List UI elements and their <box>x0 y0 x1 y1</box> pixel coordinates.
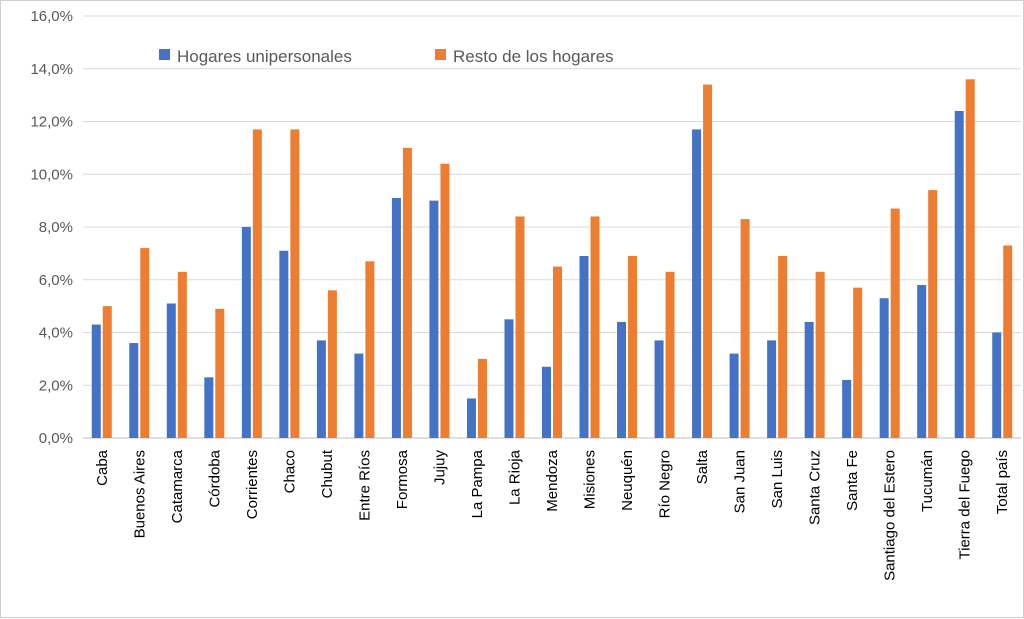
x-category-label: Misiones <box>582 450 599 509</box>
bar-hogares-unipersonales <box>654 340 664 438</box>
legend: Hogares unipersonales Resto de los hogar… <box>159 47 614 66</box>
x-category-label: Mendoza <box>544 449 561 511</box>
bar-hogares-unipersonales <box>692 129 702 438</box>
x-category-label: Tierra del Fuego <box>957 450 974 560</box>
bar-hogares-unipersonales <box>279 250 289 438</box>
x-category-label: Salta <box>694 449 711 484</box>
bar-hogares-unipersonales <box>129 343 139 438</box>
x-category-label: Caba <box>94 449 111 486</box>
bar-hogares-unipersonales <box>954 110 964 438</box>
bar-resto-de-los-hogares <box>515 216 525 438</box>
x-category-label: Corrientes <box>244 450 261 519</box>
bar-resto-de-los-hogares <box>853 287 863 438</box>
bar-hogares-unipersonales <box>729 353 739 438</box>
x-category-label: Santa Cruz <box>807 450 824 525</box>
bar-hogares-unipersonales <box>879 298 889 438</box>
y-tick-label: 8,0% <box>39 219 73 236</box>
bar-resto-de-los-hogares <box>1003 245 1013 438</box>
y-tick-label: 16,0% <box>30 8 73 25</box>
bar-hogares-unipersonales <box>504 319 514 438</box>
bar-resto-de-los-hogares <box>815 271 825 438</box>
y-tick-label: 6,0% <box>39 272 73 289</box>
bar-hogares-unipersonales <box>354 353 364 438</box>
bar-resto-de-los-hogares <box>252 129 262 438</box>
bar-hogares-unipersonales <box>617 321 627 438</box>
y-tick-label: 2,0% <box>39 377 73 394</box>
x-category-label: Buenos Aires <box>131 450 148 538</box>
x-category-label: Formosa <box>394 449 411 509</box>
x-category-label: Catamarca <box>169 449 186 523</box>
x-category-label: Córdoba <box>206 449 223 507</box>
x-category-label: Tucumán <box>919 450 936 512</box>
y-tick-label: 12,0% <box>30 114 73 131</box>
y-tick-label: 0,0% <box>39 430 73 447</box>
legend-label-hogares-unipersonales: Hogares unipersonales <box>177 47 352 66</box>
bar-resto-de-los-hogares <box>177 271 187 438</box>
x-axis-labels: Caba Buenos Aires Catamarca Córdoba Corrient… <box>94 449 1011 581</box>
bar-hogares-unipersonales <box>917 285 927 438</box>
y-tick-label: 14,0% <box>30 61 73 78</box>
x-category-label: Entre Ríos <box>356 450 373 521</box>
bar-resto-de-los-hogares <box>965 79 975 439</box>
bar-resto-de-los-hogares <box>477 358 487 438</box>
bar-hogares-unipersonales <box>204 377 214 438</box>
bar-resto-de-los-hogares <box>140 248 150 438</box>
x-category-label: Chubut <box>319 449 336 498</box>
bar-resto-de-los-hogares <box>327 290 337 438</box>
bar-hogares-unipersonales <box>542 366 551 438</box>
x-category-label: Santa Fe <box>844 450 861 511</box>
x-category-label: Chaco <box>281 450 298 493</box>
bar-hogares-unipersonales <box>579 256 589 438</box>
bar-resto-de-los-hogares <box>665 271 675 438</box>
legend-swatch-hogares-unipersonales <box>159 49 170 60</box>
x-category-label: Río Negro <box>657 450 674 518</box>
bar-resto-de-los-hogares <box>628 256 638 438</box>
legend-label-resto-de-los-hogares: Resto de los hogares <box>453 47 614 66</box>
y-axis-ticks: 0,0% 2,0% 4,0% 6,0% 8,0% 10,0% 12,0% 14,0% 16,0% <box>30 8 73 447</box>
bar-hogares-unipersonales <box>316 340 326 438</box>
x-category-label: La Rioja <box>506 449 523 505</box>
bar-resto-de-los-hogares <box>102 306 112 438</box>
bar-resto-de-los-hogares <box>290 129 300 438</box>
bar-resto-de-los-hogares <box>740 219 750 438</box>
legend-swatch-resto-de-los-hogares <box>435 49 446 60</box>
bar-hogares-unipersonales <box>992 332 1002 438</box>
bar-resto-de-los-hogares <box>440 163 450 438</box>
bar-resto-de-los-hogares <box>778 256 788 438</box>
bar-hogares-unipersonales <box>842 379 852 438</box>
y-tick-label: 4,0% <box>39 325 73 342</box>
bar-hogares-unipersonales <box>429 200 439 438</box>
x-category-label: San Juan <box>732 450 749 513</box>
bar-resto-de-los-hogares <box>553 266 562 438</box>
bar-hogares-unipersonales <box>391 197 401 438</box>
bar-hogares-unipersonales <box>804 321 814 438</box>
bar-resto-de-los-hogares <box>590 216 600 438</box>
y-tick-label: 10,0% <box>30 166 73 183</box>
x-category-label: Neuquén <box>619 450 636 511</box>
x-category-label: Santiago del Estero <box>882 450 899 581</box>
x-category-label: La Pampa <box>469 449 486 518</box>
gridlines <box>83 15 1021 439</box>
bar-resto-de-los-hogares <box>890 208 900 438</box>
bar-hogares-unipersonales <box>241 227 251 438</box>
x-category-label: Jujuy <box>431 450 448 486</box>
bar-resto-de-los-hogares <box>365 261 375 438</box>
x-category-label: San Luis <box>769 450 786 508</box>
bar-resto-de-los-hogares <box>928 190 938 438</box>
bar-hogares-unipersonales <box>767 340 777 438</box>
bar-hogares-unipersonales <box>466 398 476 438</box>
bar-hogares-unipersonales <box>166 303 176 438</box>
x-category-label: Total país <box>994 450 1011 514</box>
bar-resto-de-los-hogares <box>703 84 713 438</box>
bar-resto-de-los-hogares <box>402 147 412 438</box>
bar-resto-de-los-hogares <box>215 308 225 438</box>
bars <box>91 79 1013 439</box>
bar-hogares-unipersonales <box>91 324 101 438</box>
